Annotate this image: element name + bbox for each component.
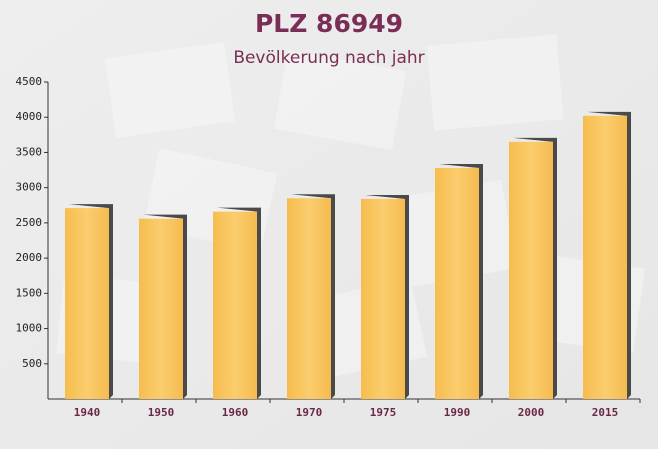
bar (65, 208, 109, 399)
y-tick-label: 500 (22, 357, 42, 370)
x-tick-label: 2015 (592, 406, 619, 419)
x-tick-label: 1975 (370, 406, 397, 419)
x-tick-label: 1940 (74, 406, 101, 419)
y-tick-label: 3000 (16, 181, 43, 194)
y-tick-label: 4000 (16, 110, 43, 123)
bar (509, 141, 553, 399)
y-tick-label: 2500 (16, 216, 43, 229)
x-tick-label: 1990 (444, 406, 471, 419)
chart-title: PLZ 86949 (255, 9, 403, 38)
y-tick-label: 1500 (16, 286, 43, 299)
y-tick-label: 1000 (16, 322, 43, 335)
bar (583, 115, 627, 400)
y-tick-label: 3500 (16, 145, 43, 158)
bar (435, 167, 479, 399)
x-tick-label: 1950 (148, 406, 175, 419)
y-tick-label: 4500 (16, 75, 43, 88)
bar (213, 211, 257, 399)
x-tick-label: 2000 (518, 406, 545, 419)
x-tick-label: 1960 (222, 406, 249, 419)
bar (361, 198, 405, 399)
x-tick-label: 1970 (296, 406, 323, 419)
bar (139, 218, 183, 399)
bar (287, 198, 331, 399)
chart-subtitle: Bevölkerung nach jahr (233, 48, 424, 68)
y-tick-label: 2000 (16, 251, 43, 264)
